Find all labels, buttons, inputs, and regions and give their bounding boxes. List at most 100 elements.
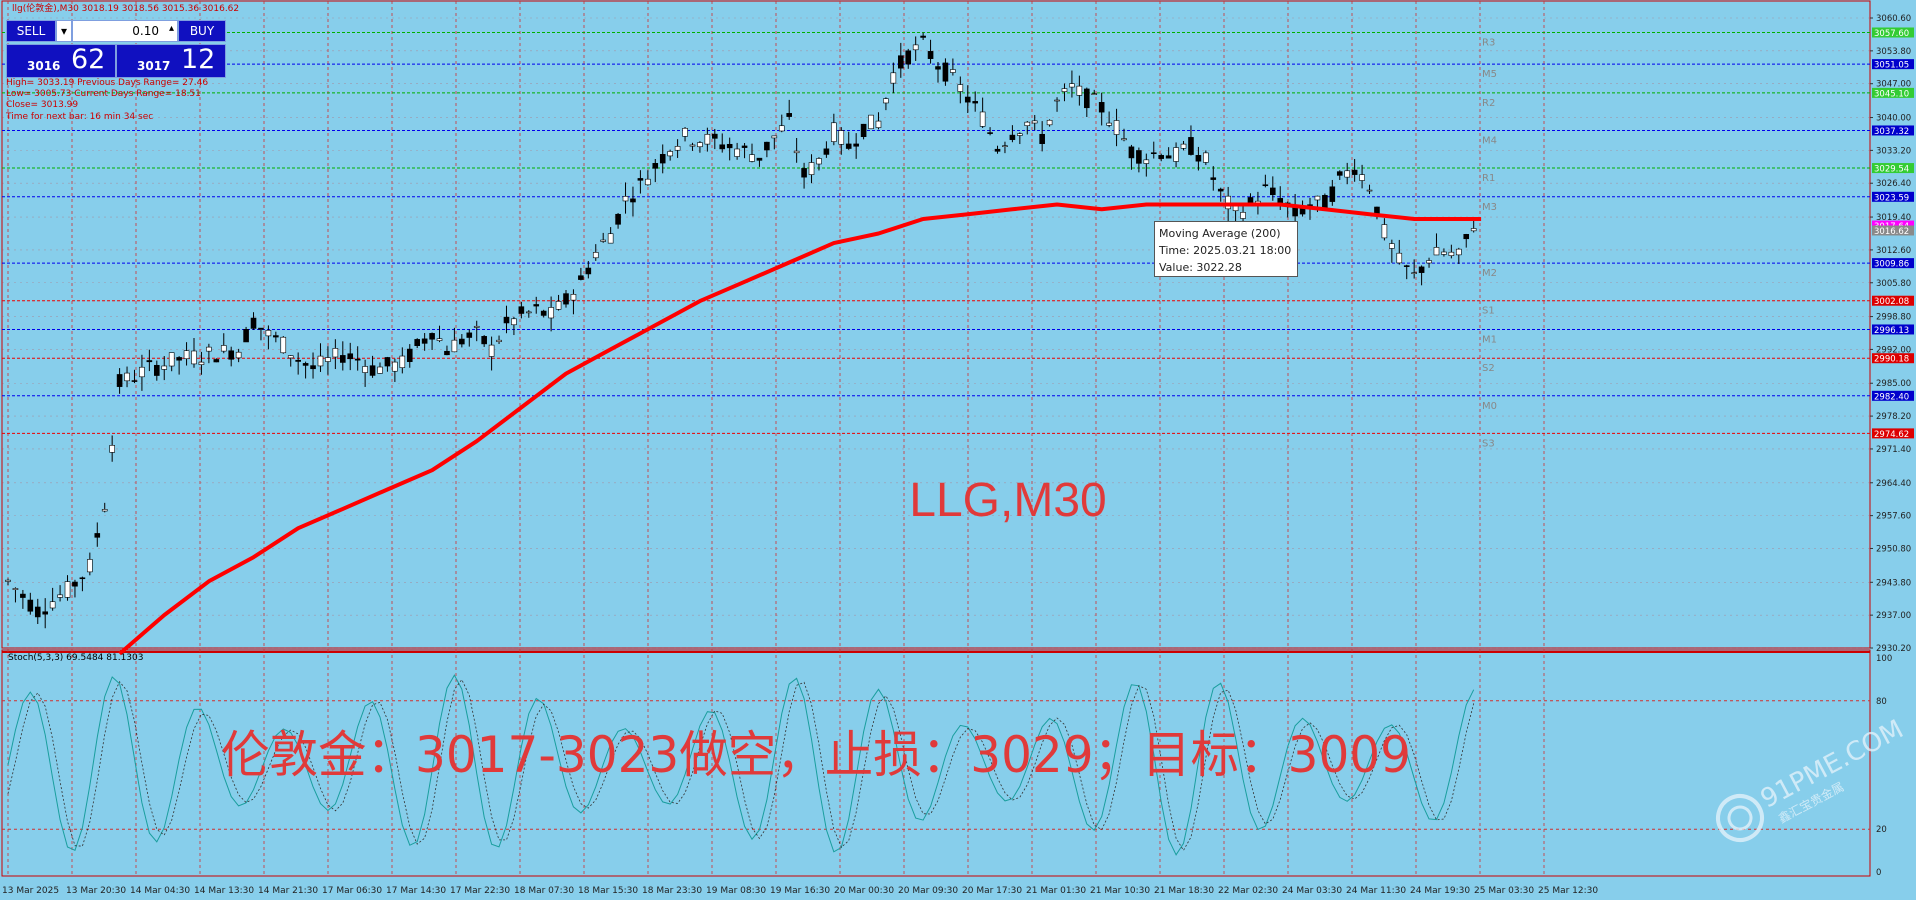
price-tag: 3057.60	[1874, 29, 1909, 39]
candle-body	[258, 327, 264, 330]
candle-body	[674, 146, 681, 151]
candle-body	[109, 445, 115, 453]
candle-body	[935, 66, 941, 70]
candle-body	[429, 333, 435, 340]
y-tick-label: 2930.20	[1876, 644, 1911, 654]
stoch-tick-label: 20	[1876, 825, 1887, 835]
candle-body	[525, 311, 532, 314]
candle-body	[146, 360, 153, 363]
candle-body	[853, 143, 859, 147]
price-tag-bg	[1872, 27, 1914, 38]
candle-body	[652, 163, 659, 169]
candle-body	[1128, 146, 1135, 159]
candle-body	[168, 352, 175, 367]
candle-body	[838, 130, 845, 145]
y-tick-label: 3019.40	[1876, 213, 1911, 223]
candle-body	[191, 350, 197, 365]
candle-body	[734, 148, 740, 157]
candle-body	[1426, 260, 1432, 264]
candle-body	[280, 336, 287, 354]
candle-body	[1247, 197, 1254, 204]
candle-body	[563, 293, 569, 305]
candle-body	[883, 98, 889, 104]
candle-body	[1076, 85, 1083, 96]
candle-body	[488, 344, 495, 357]
candle-body	[302, 363, 309, 366]
y-tick-label: 3053.80	[1876, 47, 1911, 57]
candle-body	[473, 325, 480, 328]
candle-body	[950, 69, 956, 73]
candle-body	[317, 355, 324, 367]
info-timer-line: Time for next bar: 16 min 34 sec	[6, 112, 154, 122]
price-tag-bg	[1872, 353, 1914, 364]
symbol-watermark: LLG,M30	[909, 474, 1106, 527]
candle-body	[793, 150, 800, 154]
price-tag-bg	[1872, 163, 1914, 174]
candle-body	[592, 252, 599, 259]
candle-body	[250, 317, 257, 329]
candle-body	[1180, 143, 1187, 149]
candle-body	[1143, 159, 1150, 164]
candle-body	[957, 84, 964, 92]
price-tag: 3037.32	[1874, 127, 1909, 137]
candle-body	[101, 509, 108, 512]
candle-body	[1113, 120, 1120, 135]
pivot-label-r2: R2	[1482, 98, 1495, 109]
lot-increase-icon[interactable]: ▴	[168, 23, 174, 34]
candle-body	[964, 96, 971, 103]
x-tick-label: 25 Mar 12:30	[1538, 886, 1598, 896]
candle-body	[645, 178, 651, 186]
tooltip-indicator-name: Moving Average (200)	[1159, 227, 1281, 240]
candle-body	[213, 359, 220, 363]
candle-body	[154, 364, 160, 376]
pivot-label-s2: S2	[1482, 363, 1495, 374]
candle-body	[979, 111, 986, 127]
candle-body	[1173, 147, 1179, 162]
candle-body	[1433, 247, 1440, 256]
candle-body	[406, 348, 413, 362]
pivot-levels: R3 3057.60 M5 3051.05 R2 3045.10 M4 3037.32 R1 30…	[2, 27, 1914, 449]
lot-decrease-button[interactable]: ▾	[56, 20, 72, 42]
candle-body	[1188, 137, 1194, 155]
x-tick-label: 13 Mar 20:30	[66, 886, 126, 896]
candle-body	[444, 350, 450, 356]
y-tick-label: 2985.00	[1876, 379, 1911, 389]
candle-body	[540, 310, 547, 316]
candle-body	[332, 348, 339, 358]
price-tag: 3051.05	[1874, 61, 1909, 71]
price-tag: 2990.18	[1874, 355, 1909, 365]
candle-body	[927, 51, 934, 59]
candle-body	[72, 581, 78, 587]
candle-body	[1039, 133, 1045, 144]
tooltip-value: Value: 3022.28	[1159, 261, 1242, 274]
price-tag: 2996.13	[1874, 326, 1909, 336]
candle-body	[987, 132, 993, 134]
y-tick-label: 3060.60	[1876, 14, 1911, 24]
candle-body	[1448, 251, 1455, 256]
y-tick-label: 3033.20	[1876, 146, 1911, 156]
buy-button[interactable]: BUY	[178, 20, 226, 42]
candle-body	[183, 350, 190, 360]
price-tag: 3009.86	[1874, 260, 1909, 270]
sell-button[interactable]: SELL	[6, 20, 56, 42]
price-tag: 3023.59	[1874, 193, 1909, 203]
candle-body	[711, 133, 718, 139]
candle-body	[905, 50, 912, 65]
x-tick-label: 14 Mar 13:30	[194, 886, 254, 896]
candle-body	[116, 374, 123, 387]
candle-body	[942, 62, 949, 82]
y-tick-label: 2998.80	[1876, 313, 1911, 323]
candle-body	[421, 338, 428, 344]
candle-body	[659, 154, 666, 164]
candle-body	[235, 351, 242, 359]
candle-body	[1098, 102, 1105, 113]
pivot-label-s3: S3	[1482, 438, 1495, 449]
lot-size-input[interactable]: 0.10 ▴	[72, 20, 178, 42]
stoch-tick-label: 100	[1876, 654, 1892, 664]
stoch-label: Stoch(5,3,3) 69.5484 81.1303	[8, 653, 143, 663]
candle-body	[823, 148, 830, 155]
x-tick-label: 17 Mar 06:30	[322, 886, 382, 896]
buy-price-display[interactable]: 3017 12	[116, 44, 226, 78]
pivot-label-m1: M1	[1482, 334, 1497, 345]
sell-price-display[interactable]: 3016 62	[6, 44, 116, 78]
